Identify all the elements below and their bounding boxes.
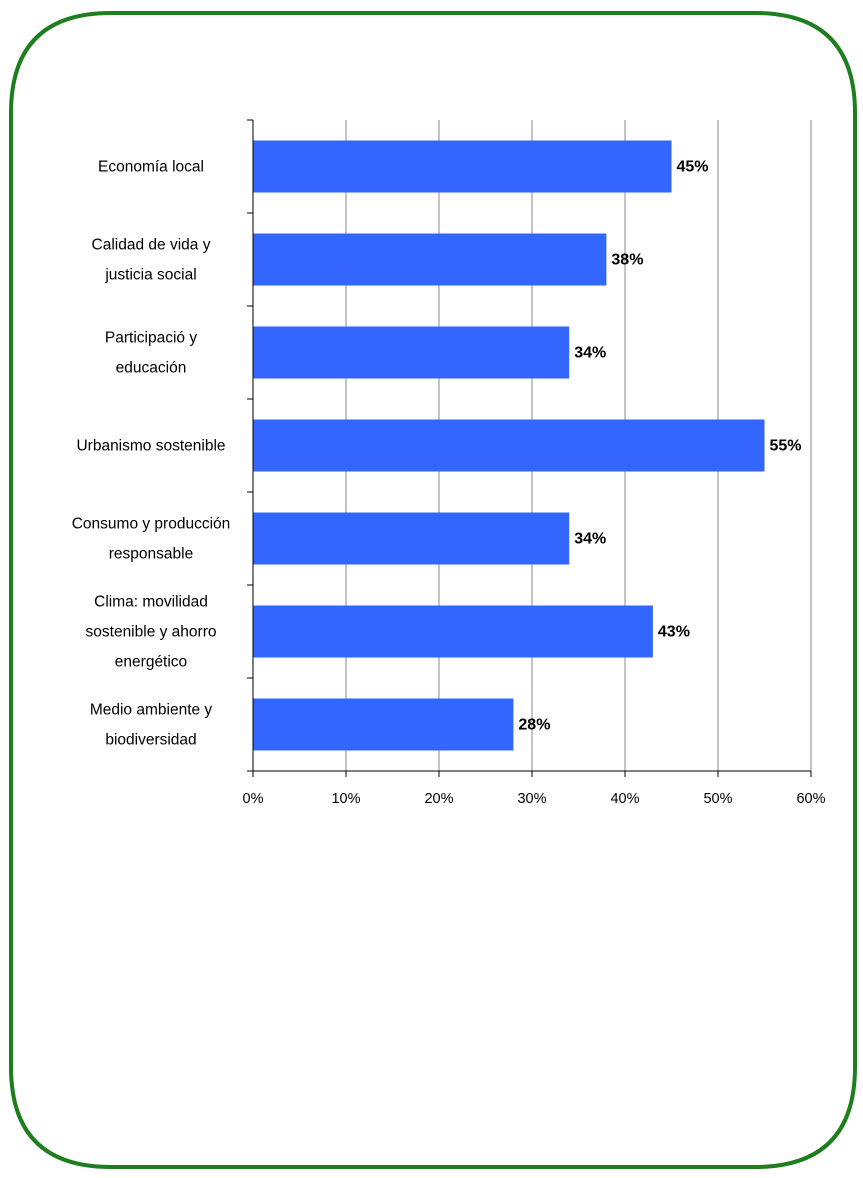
tick-labels: 0% 10% 20% 30% 40% 50% 60% xyxy=(243,791,826,807)
category-label: Economía local xyxy=(98,159,204,176)
bar xyxy=(253,605,653,658)
axes xyxy=(247,119,812,777)
x-tick-label: 40% xyxy=(610,791,639,807)
frame-border xyxy=(9,11,857,1169)
x-tick-label: 50% xyxy=(703,791,732,807)
x-tick-label: 10% xyxy=(331,791,360,807)
x-tick-label: 30% xyxy=(517,791,546,807)
bar xyxy=(253,140,672,193)
value-label: 38% xyxy=(611,252,643,269)
value-label: 55% xyxy=(770,438,802,455)
bars xyxy=(253,140,765,751)
bar xyxy=(253,698,514,751)
value-label: 45% xyxy=(677,159,709,176)
value-label: 43% xyxy=(658,624,690,641)
value-label: 34% xyxy=(574,531,606,548)
bar xyxy=(253,419,765,472)
value-label: 28% xyxy=(518,717,550,734)
bar-chart: Economía local Calidad de vida y justicia … xyxy=(9,11,857,1169)
bar xyxy=(253,512,570,565)
x-tick-label: 20% xyxy=(424,791,453,807)
category-label: Calidad de vida y justicia social xyxy=(92,237,211,284)
chart-frame: Economía local Calidad de vida y justicia … xyxy=(9,11,857,1169)
category-label: Medio ambiente y biodiversidad xyxy=(90,702,213,749)
x-tick-label: 0% xyxy=(243,791,264,807)
category-label: Clima: movilidad sostenible y ahorro energ… xyxy=(86,594,217,671)
bar xyxy=(253,233,607,286)
x-tick-label: 60% xyxy=(796,791,825,807)
category-labels: Economía local Calidad de vida y justicia … xyxy=(72,159,231,749)
value-label: 34% xyxy=(574,345,606,362)
bar xyxy=(253,326,570,379)
category-label: Consumo y producción responsable xyxy=(72,516,231,563)
category-label: Participació y educación xyxy=(105,330,197,377)
value-labels: 45% 38% 34% 55% 34% 43% 28% xyxy=(518,159,801,734)
category-label: Urbanismo sostenible xyxy=(76,438,225,455)
